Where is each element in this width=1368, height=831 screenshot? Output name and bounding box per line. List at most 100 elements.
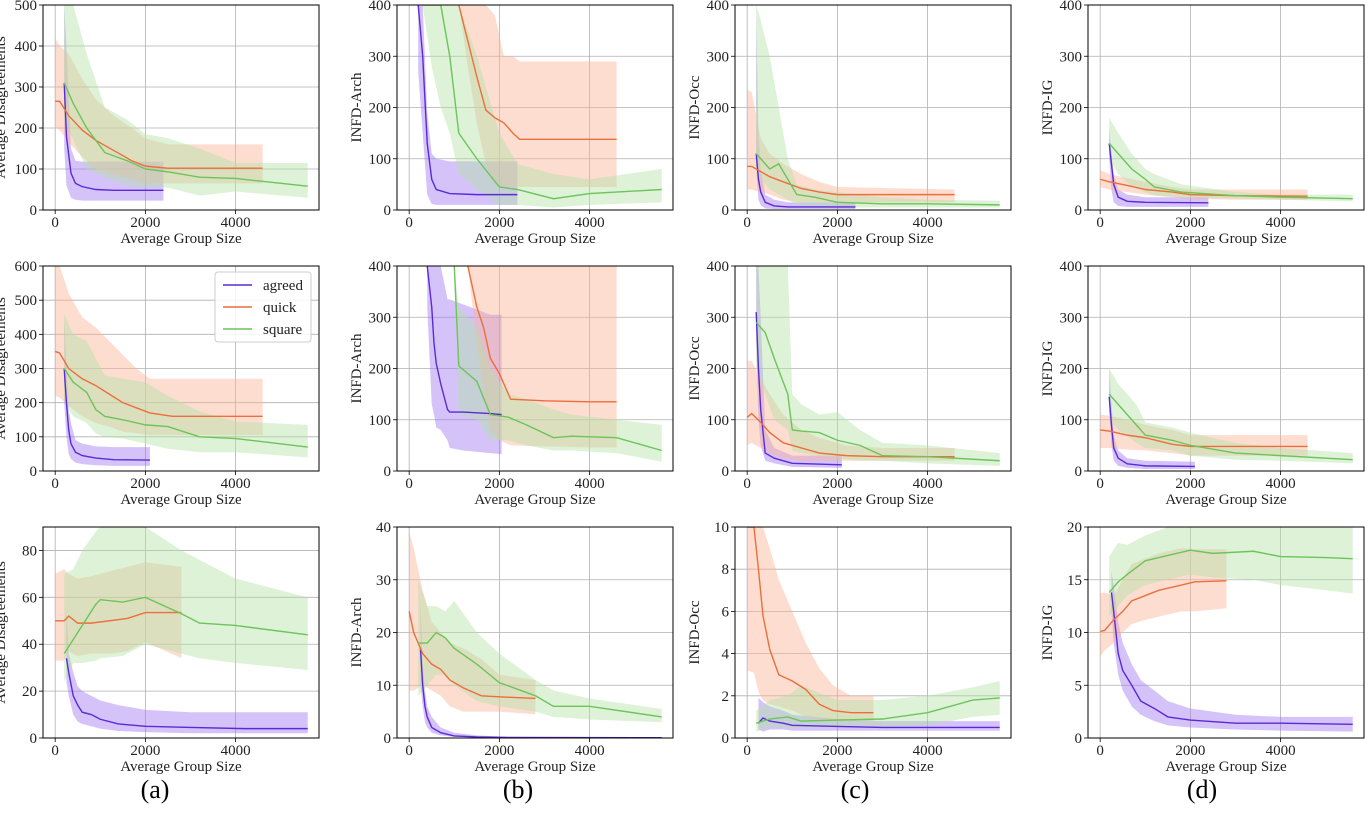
plot-area [55,5,308,201]
y-axis-label: INFD-Arch [349,597,365,667]
subplot-a-row3: 0 2000 4000 0 20 40 60 80 Average Group Size Aver… [0,526,320,775]
x-axis-label: Average Group Size [120,492,242,508]
x-axis-label: Average Group Size [812,492,934,508]
y-tick-label: 60 [22,590,37,606]
line-agreed [757,717,1000,729]
subplot-c-row2: 0 2000 4000 0 100 200 300 400 Average Group Size… [687,259,1012,508]
band-square [756,681,1000,732]
x-tick-label: 4000 [221,476,251,492]
y-tick-label: 4 [722,647,730,663]
x-tick-label: 4000 [221,215,251,231]
line-agreed [63,82,164,192]
y-tick-label: 0 [30,464,38,480]
band-quick [55,562,182,661]
y-axis-label: INFD-Occ [687,336,703,400]
axes-frame [42,265,320,472]
x-tick-label: 0 [51,743,59,759]
column-label-c: (c) [841,775,870,804]
x-tick-label: 4000 [221,743,251,759]
y-tick-label: 100 [15,162,38,178]
band-agreed [427,266,502,455]
y-tick-label: 0 [30,731,38,747]
line-agreed [63,368,150,461]
y-tick-label: 40 [22,637,37,653]
y-tick-label: 300 [707,49,730,65]
x-tick-label: 4000 [913,476,943,492]
line-square [63,596,308,654]
x-tick-label: 2000 [484,215,514,231]
plot-area [417,5,662,208]
x-tick-label: 0 [405,476,413,492]
y-tick-label: 0 [1075,731,1083,747]
subplot-d-row1: 0 2000 4000 0 100 200 300 400 Average Group Size… [1040,0,1365,247]
x-tick-label: 4000 [575,743,605,759]
band-agreed [64,317,150,466]
axes-frame [734,526,1012,739]
y-tick-label: 0 [722,464,730,480]
x-axis-label: Average Group Size [812,231,934,247]
y-tick-label: 400 [1060,0,1083,14]
column-label-b: (b) [503,775,533,804]
band-square [1109,527,1353,617]
y-tick-label: 300 [15,362,38,378]
y-tick-label: 10 [714,520,729,536]
x-tick-label: 2000 [822,215,852,231]
y-tick-label: 0 [384,464,392,480]
x-tick-label: 0 [51,215,59,231]
band-quick [1100,414,1308,456]
line-agreed [755,153,856,208]
x-tick-label: 0 [743,215,751,231]
axes-frame [734,4,1012,211]
band-quick [1100,548,1227,657]
y-tick-label: 400 [707,259,730,275]
x-tick-label: 4000 [1266,215,1296,231]
y-tick-label: 100 [707,413,730,429]
x-axis-label: Average Group Size [474,231,596,247]
y-tick-label: 400 [15,39,38,55]
subplot-d-row3: 0 2000 4000 0 5 10 15 20 Average Group Size INFD-… [1040,520,1365,775]
line-square [422,5,662,200]
axes-frame [396,526,674,739]
line-square [453,266,662,452]
y-axis-label: INFD-IG [1040,604,1056,660]
line-quick [746,412,955,458]
x-tick-label: 2000 [484,743,514,759]
x-tick-label: 4000 [913,215,943,231]
x-tick-label: 2000 [130,743,160,759]
x-tick-label: 0 [743,476,751,492]
y-tick-label: 0 [384,731,392,747]
y-tick-label: 500 [15,0,38,14]
x-tick-label: 0 [405,743,413,759]
x-tick-label: 2000 [130,215,160,231]
plot-area [1100,527,1353,732]
column-label-a: (a) [141,775,170,804]
y-tick-label: 400 [15,327,38,343]
line-agreed [1110,592,1353,725]
y-tick-label: 8 [722,562,730,578]
axes-frame [396,4,674,211]
band-square [756,5,1000,208]
y-tick-label: 20 [1067,520,1082,536]
x-tick-label: 4000 [1266,476,1296,492]
column-label-d: (d) [1187,775,1217,804]
axes-frame [1087,4,1365,211]
plot-area [1099,117,1353,207]
y-axis-label: INFD-Arch [349,333,365,403]
subplot-b-row3: 0 2000 4000 0 10 20 30 40 Average Group Size INFD… [349,520,674,775]
x-tick-label: 4000 [1266,743,1296,759]
line-square [1108,142,1353,200]
y-axis-label: INFD-IG [1040,79,1056,135]
line-square [755,153,1000,206]
y-tick-label: 15 [1067,573,1082,589]
line-square [1108,393,1353,461]
x-tick-label: 0 [1096,743,1104,759]
line-square [755,697,1000,724]
y-tick-label: 6 [722,604,730,620]
band-square [756,266,1000,466]
line-agreed [1108,143,1209,204]
axes-frame [396,265,674,472]
axes-frame [734,265,1012,472]
subplot-a-row2: 0 2000 4000 0 100 200 300 400 500 600 Average Grou… [0,259,320,508]
x-tick-label: 0 [1096,476,1104,492]
